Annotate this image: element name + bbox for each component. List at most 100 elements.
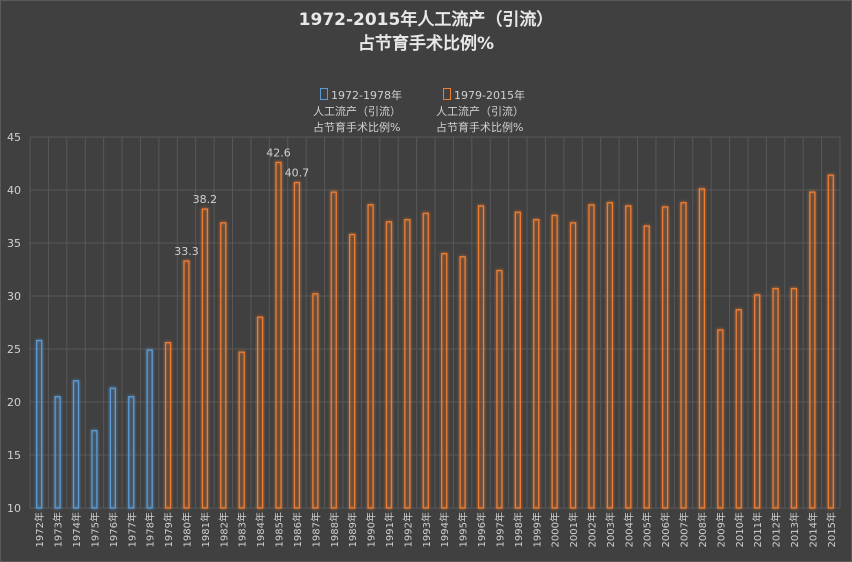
- bar-2000年: [551, 214, 558, 509]
- y-tick-label: 30: [7, 290, 21, 303]
- y-tick-label: 45: [7, 131, 21, 144]
- bar-1972年: [36, 339, 43, 509]
- x-tick-label: 2011年: [751, 512, 764, 547]
- bar-2005年: [643, 225, 650, 509]
- bar-2012年: [772, 287, 779, 509]
- bar-2009年: [717, 329, 724, 509]
- bar-1996年: [477, 205, 485, 509]
- x-tick-label: 1989年: [346, 512, 359, 547]
- legend-swatch-orange: [443, 88, 451, 100]
- x-tick-label: 2012年: [770, 512, 783, 547]
- x-tick-label: 1987年: [309, 512, 322, 547]
- bar-2002年: [588, 204, 595, 509]
- legend-label-1972-1978: 1972-1978年 人工流产（引流） 占节育手术比例%: [313, 89, 402, 134]
- x-tick-label: 1998年: [512, 512, 525, 547]
- legend-swatch-blue: [320, 88, 328, 100]
- bar-1979年: [164, 341, 172, 509]
- x-tick-label: 1979年: [162, 512, 175, 547]
- x-tick-label: 1972年: [33, 512, 46, 547]
- bar-2013年: [790, 287, 798, 509]
- x-tick-label: 2001年: [567, 512, 580, 547]
- x-tick-label: 1984年: [254, 512, 267, 547]
- x-tick-label: 2007年: [678, 512, 691, 547]
- bar-1975年: [91, 429, 98, 509]
- x-tick-label: 1994年: [438, 512, 451, 547]
- x-tick-label: 2008年: [696, 512, 709, 547]
- bar-1989年: [349, 233, 356, 509]
- y-tick-label: 40: [7, 184, 21, 197]
- x-tick-label: 2015年: [825, 512, 838, 547]
- bar-1976年: [109, 387, 116, 509]
- x-tick-label: 2000年: [549, 512, 562, 547]
- x-tick-label: 2004年: [622, 512, 635, 547]
- bar-1985年: [275, 161, 282, 509]
- chart-title-line-1: 1972-2015年人工流产（引流）: [298, 10, 554, 30]
- x-tick-label: 1990年: [365, 512, 378, 547]
- x-tick-label: 1973年: [52, 512, 65, 547]
- x-tick-label: 1983年: [236, 512, 249, 547]
- bar-1999年: [533, 219, 540, 509]
- x-tick-label: 1996年: [475, 512, 488, 547]
- bar-1973年: [54, 396, 61, 509]
- x-tick-label: 2009年: [714, 512, 727, 547]
- bar-2006年: [661, 206, 669, 509]
- bar-2004年: [625, 205, 632, 509]
- bar-1988年: [330, 191, 337, 509]
- x-tick-label: 2013年: [788, 512, 801, 547]
- x-tick-label: 1976年: [107, 512, 120, 547]
- data-label: 33.3: [174, 245, 199, 258]
- y-tick-label: 25: [7, 343, 21, 356]
- bar-1991年: [385, 221, 393, 509]
- x-tick-label: 1980年: [180, 512, 193, 547]
- bar-1997年: [496, 269, 503, 509]
- x-tick-label: 1991年: [383, 512, 396, 547]
- bar-2010年: [735, 309, 742, 509]
- bar-1982年: [220, 222, 227, 509]
- legend-label-1979-2015: 1979-2015年 人工流产（引流） 占节育手术比例%: [436, 89, 525, 134]
- bar-1974年: [72, 380, 80, 509]
- legend-item-1972-1978: 1972-1978年 人工流产（引流） 占节育手术比例%: [313, 72, 402, 136]
- bar-2007年: [680, 202, 687, 509]
- y-tick-label: 35: [7, 237, 21, 250]
- bar-1987年: [312, 293, 319, 509]
- x-tick-label: 1982年: [217, 512, 230, 547]
- x-tick-label: 1995年: [457, 512, 470, 547]
- x-tick-label: 1993年: [420, 512, 433, 547]
- x-tick-label: 1981年: [199, 512, 212, 547]
- x-tick-label: 1974年: [70, 512, 83, 547]
- y-tick-label: 15: [7, 449, 21, 462]
- x-tick-label: 1992年: [401, 512, 414, 547]
- chart-title: 1972-2015年人工流产（引流） 占节育手术比例%: [0, 8, 852, 56]
- x-tick-label: 2002年: [585, 512, 598, 547]
- bar-2008年: [698, 188, 706, 509]
- y-tick-label: 20: [7, 396, 21, 409]
- x-tick-label: 1988年: [328, 512, 341, 547]
- bar-1994年: [441, 252, 448, 509]
- bar-1983年: [238, 351, 245, 509]
- chart-title-line-2: 占节育手术比例%: [357, 34, 495, 54]
- x-tick-label: 1986年: [291, 512, 304, 547]
- bar-1993年: [422, 212, 429, 509]
- bar-1977年: [128, 396, 135, 509]
- bar-2014年: [809, 191, 816, 509]
- data-label: 42.6: [266, 146, 291, 159]
- x-tick-label: 1985年: [273, 512, 286, 547]
- x-tick-label: 1978年: [144, 512, 157, 547]
- bar-1998年: [514, 211, 521, 509]
- y-tick-label: 10: [7, 502, 21, 515]
- bar-2001年: [569, 222, 577, 509]
- x-tick-label: 1999年: [530, 512, 543, 547]
- bar-2015年: [827, 174, 834, 509]
- x-tick-label: 2006年: [659, 512, 672, 547]
- bar-2003年: [606, 202, 614, 509]
- bar-1990年: [367, 204, 374, 509]
- bar-1978年: [146, 349, 153, 509]
- bar-1981年: [201, 208, 209, 509]
- bar-1986年: [293, 181, 301, 509]
- x-tick-label: 2010年: [733, 512, 746, 547]
- x-tick-label: 2005年: [641, 512, 654, 547]
- x-tick-label: 1977年: [125, 512, 138, 547]
- x-tick-label: 1975年: [88, 512, 101, 547]
- x-tick-label: 2014年: [806, 512, 819, 547]
